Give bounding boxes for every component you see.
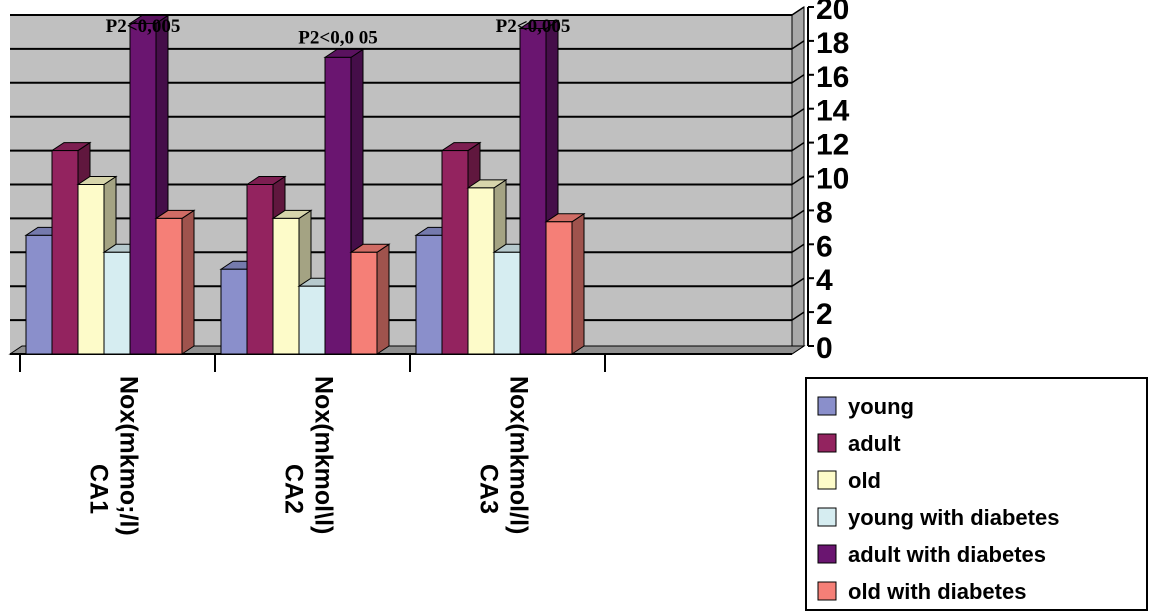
y-tick-label: 6: [816, 230, 833, 263]
legend-box: [805, 377, 1148, 611]
legend-item: old: [817, 468, 881, 493]
x-axis: Nox(mkmo;/l)CA1 Nox(mkmol\l)CA2 Nox(mkmol/…: [19, 354, 606, 536]
bar-side: [571, 212, 585, 355]
bar: [154, 209, 196, 355]
bar-front: [103, 251, 131, 355]
bar: [349, 243, 391, 355]
legend-label: old with diabetes: [848, 579, 1026, 604]
bar-front: [51, 150, 79, 355]
legend: young adult old young with diabetes adult wi…: [805, 377, 1148, 611]
y-tick-label: 18: [816, 27, 849, 60]
legend-swatch: [817, 396, 837, 416]
annotations: P2<0,005 P2<0,0 05 P2<0,005: [106, 16, 571, 48]
y-tick-label: 16: [816, 61, 849, 94]
gridline-side: [791, 175, 805, 186]
x-tick-label: Nox(mkmo;/l): [115, 376, 143, 536]
y-tick-label: 8: [816, 196, 833, 229]
bar-front: [129, 22, 157, 355]
bar-front: [324, 56, 352, 355]
p-value-annotation: P2<0,005: [496, 16, 571, 37]
legend-item: young: [817, 394, 914, 419]
legend-label: young with diabetes: [848, 505, 1059, 530]
legend-swatch: [817, 470, 837, 490]
gridline-side: [791, 40, 805, 50]
bar-front: [155, 217, 183, 355]
legend-item: young with diabetes: [817, 505, 1059, 530]
y-tick-label: 4: [816, 264, 833, 297]
bar-front: [298, 285, 326, 355]
y-tick-label: 0: [816, 332, 833, 365]
bar-side: [376, 243, 390, 355]
bar-front: [493, 251, 521, 355]
gridline-side: [791, 243, 805, 253]
bar-front: [272, 217, 300, 355]
legend-swatch: [817, 433, 837, 453]
bar-front: [545, 221, 573, 355]
legend-label: old: [848, 468, 881, 493]
legend-item: adult: [817, 431, 901, 456]
legend-label: young: [848, 394, 914, 419]
gridline-side: [791, 277, 805, 287]
legend-label: adult with diabetes: [848, 542, 1046, 567]
gridline-side: [791, 141, 805, 152]
bar-front: [415, 234, 443, 355]
legend-item: adult with diabetes: [817, 542, 1046, 567]
bar-front: [467, 187, 495, 355]
y-tick-label: 10: [816, 163, 849, 196]
bars: [24, 14, 586, 355]
bar-front: [246, 184, 274, 355]
y-tick-label: 2: [816, 298, 833, 331]
p-value-annotation: P2<0,0 05: [298, 27, 377, 48]
gridline-side: [791, 108, 805, 118]
legend-swatch: [817, 544, 837, 564]
x-tick-label: Nox(mkmol/l): [505, 376, 533, 534]
legend-item: old with diabetes: [817, 579, 1026, 604]
y-tick-label: 14: [816, 95, 850, 128]
bar-front: [25, 234, 53, 355]
legend-label: adult: [848, 431, 901, 456]
bar: [544, 212, 586, 355]
bar-side: [181, 209, 195, 355]
legend-swatch: [817, 581, 837, 601]
bar-front: [441, 150, 469, 355]
x-tick-label: Nox(mkmol\l): [310, 376, 338, 534]
x-tick-label: CA2: [280, 464, 308, 514]
y-tick-label: 12: [816, 129, 849, 162]
bar-front: [519, 28, 547, 355]
gridline-side: [791, 74, 805, 84]
bar-front: [220, 268, 248, 355]
gridline-side: [791, 311, 805, 321]
gridline-side: [791, 209, 805, 220]
legend-swatch: [817, 507, 837, 527]
p-value-annotation: P2<0,005: [106, 16, 181, 37]
y-tick-label: 20: [816, 0, 849, 26]
bar-front: [350, 251, 378, 355]
gridline-side: [791, 6, 805, 16]
bar-front: [77, 184, 105, 355]
x-tick-label: CA1: [85, 464, 113, 514]
x-tick-label: CA3: [475, 464, 503, 514]
